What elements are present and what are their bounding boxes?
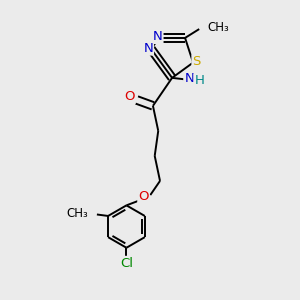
Text: H: H bbox=[194, 74, 204, 87]
Text: N: N bbox=[143, 42, 153, 55]
Text: N: N bbox=[184, 72, 194, 85]
Text: N: N bbox=[153, 30, 163, 43]
Text: O: O bbox=[124, 90, 135, 103]
Text: CH₃: CH₃ bbox=[207, 21, 229, 34]
Text: CH₃: CH₃ bbox=[66, 207, 88, 220]
Text: S: S bbox=[192, 55, 201, 68]
Text: O: O bbox=[138, 190, 149, 203]
Text: Cl: Cl bbox=[120, 257, 133, 270]
